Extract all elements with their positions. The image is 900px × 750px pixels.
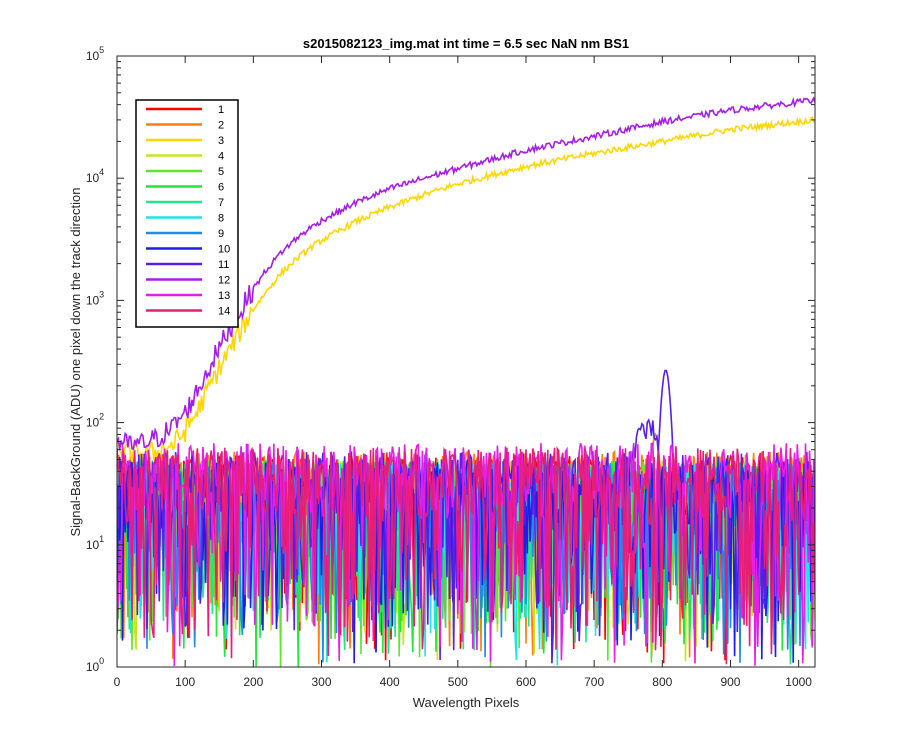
axes-box: [116, 55, 816, 668]
legend-label-14: 14: [218, 306, 230, 318]
x-tick-label: 300: [311, 675, 331, 689]
legend-label-6: 6: [218, 182, 224, 194]
legend-label-7: 7: [218, 197, 224, 209]
legend-label-2: 2: [218, 120, 224, 132]
x-axis-label: Wavelength Pixels: [413, 695, 520, 710]
x-tick-label: 100: [175, 675, 195, 689]
x-tick-label: 700: [584, 675, 604, 689]
x-tick-label: 1000: [785, 675, 812, 689]
legend-label-3: 3: [218, 135, 224, 147]
series-layer: [117, 96, 815, 667]
x-axis: 0 100 200 300 400 500 600 700 800 900 1000: [114, 56, 812, 689]
y-tick-label: 103: [86, 289, 104, 307]
x-tick-label: 400: [380, 675, 400, 689]
y-axis-label: Signal-BackGround (ADU) one pixel down t…: [68, 187, 83, 536]
x-tick-label: 900: [720, 675, 740, 689]
legend-label-5: 5: [218, 166, 224, 178]
legend-label-13: 13: [218, 290, 230, 302]
legend-label-11: 11: [218, 259, 229, 271]
x-tick-label: 200: [243, 675, 263, 689]
legend-label-9: 9: [218, 228, 224, 240]
legend-label-8: 8: [218, 213, 224, 225]
legend-label-12: 12: [218, 275, 230, 287]
y-tick-label: 101: [86, 534, 104, 552]
y-tick-label: 105: [86, 45, 104, 63]
x-tick-label: 500: [448, 675, 468, 689]
chart-title: s2015082123_img.mat int time = 6.5 sec N…: [303, 36, 629, 51]
legend-label-1: 1: [218, 104, 224, 116]
legend-box: [135, 99, 239, 328]
y-tick-label: 102: [86, 412, 104, 430]
x-tick-label: 0: [114, 675, 121, 689]
y-tick-label: 104: [86, 167, 104, 185]
y-tick-label: 100: [86, 656, 104, 674]
series-line-14: [117, 446, 815, 665]
legend-label-4: 4: [218, 151, 224, 163]
x-tick-label: 800: [652, 675, 672, 689]
legend-label-10: 10: [218, 244, 230, 256]
x-tick-label: 600: [516, 675, 536, 689]
series-line-3: [117, 115, 815, 464]
